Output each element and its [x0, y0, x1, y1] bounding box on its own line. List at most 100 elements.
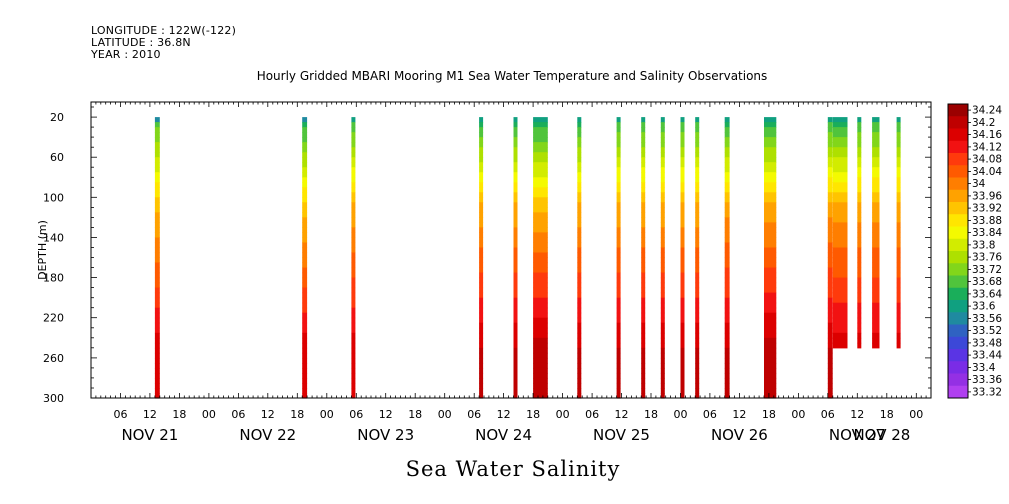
- profile-cell: [872, 232, 880, 238]
- profile-cell: [660, 277, 665, 284]
- profile-cell: [660, 362, 665, 369]
- profile-cell: [896, 327, 901, 334]
- profile-cell: [724, 237, 730, 244]
- profile-cell: [154, 367, 160, 374]
- profile-cell: [513, 167, 518, 173]
- profile-cell: [302, 307, 308, 314]
- profile-cell: [832, 307, 848, 314]
- profile-cell: [616, 117, 621, 123]
- profile-cell: [154, 372, 160, 379]
- profile-cell: [351, 157, 356, 163]
- x-hour-tick-label: 12: [732, 408, 746, 421]
- profile-cell: [479, 287, 484, 294]
- colorbar-label: 33.36: [972, 374, 1002, 386]
- profile-cell: [724, 317, 730, 324]
- profile-cell: [680, 182, 685, 188]
- profile-cell: [896, 312, 901, 319]
- profile-cell: [154, 297, 160, 304]
- profile-cell: [351, 122, 356, 128]
- profile-cell: [724, 322, 730, 329]
- profile-cell: [832, 157, 848, 163]
- profile-cell: [695, 292, 700, 299]
- profile-cell: [577, 257, 582, 264]
- profile-cell: [857, 217, 862, 223]
- profile-cell: [351, 337, 356, 344]
- profile-cell: [724, 302, 730, 309]
- profile-column: [680, 117, 685, 399]
- profile-cell: [302, 342, 308, 349]
- profile-cell: [872, 297, 880, 304]
- profile-cell: [616, 127, 621, 133]
- profile-cell: [827, 347, 833, 354]
- profile-cell: [351, 307, 356, 314]
- profile-cell: [695, 357, 700, 364]
- profile-cell: [533, 202, 548, 208]
- profile-cell: [513, 117, 518, 123]
- profile-cell: [680, 257, 685, 264]
- profile-cell: [479, 302, 484, 309]
- profile-cell: [577, 152, 582, 158]
- profile-cell: [695, 137, 700, 143]
- profile-cell: [577, 237, 582, 244]
- longitude-label: LONGITUDE : 122W(-122): [91, 24, 237, 37]
- profile-column: [695, 117, 700, 399]
- profile-cell: [154, 337, 160, 344]
- profile-cell: [302, 292, 308, 299]
- profile-cell: [695, 232, 700, 238]
- profile-cell: [872, 267, 880, 274]
- profile-cell: [764, 217, 777, 223]
- profile-cell: [857, 132, 862, 138]
- profile-cell: [351, 182, 356, 188]
- profile-cell: [154, 257, 160, 264]
- profile-cell: [351, 217, 356, 223]
- profile-cell: [616, 182, 621, 188]
- profile-cell: [351, 262, 356, 269]
- profile-cell: [827, 332, 833, 339]
- profile-cell: [695, 347, 700, 354]
- profile-cell: [872, 277, 880, 284]
- profile-cell: [351, 352, 356, 359]
- profile-cell: [533, 382, 548, 389]
- profile-cell: [351, 322, 356, 329]
- profile-cell: [302, 222, 308, 228]
- profile-cell: [695, 322, 700, 329]
- profile-cell: [764, 152, 777, 158]
- profile-cell: [533, 157, 548, 163]
- profile-cell: [660, 162, 665, 168]
- colorbar-label: 33.6: [972, 301, 996, 313]
- profile-cell: [533, 127, 548, 133]
- profile-cell: [724, 127, 730, 133]
- y-tick-label: 100: [43, 191, 64, 204]
- profile-cell: [724, 152, 730, 158]
- profile-cell: [660, 117, 665, 123]
- profile-cell: [513, 252, 518, 259]
- profile-cell: [827, 137, 833, 143]
- profile-cell: [513, 187, 518, 193]
- profile-cell: [616, 222, 621, 228]
- profile-cell: [302, 327, 308, 334]
- profile-cell: [660, 157, 665, 163]
- profile-cell: [827, 167, 833, 173]
- colorbar-frame: [947, 103, 969, 399]
- profile-cell: [641, 187, 646, 193]
- profile-cell: [641, 182, 646, 188]
- colorbar-swatch: [948, 238, 968, 252]
- profile-cell: [641, 393, 646, 399]
- profile-column: [832, 117, 848, 349]
- profile-cell: [616, 367, 621, 374]
- profile-cell: [641, 162, 646, 168]
- profile-cell: [872, 162, 880, 168]
- profile-cell: [872, 132, 880, 138]
- profile-cell: [616, 197, 621, 203]
- profile-cell: [896, 307, 901, 314]
- profile-cell: [695, 227, 700, 233]
- profile-cell: [680, 207, 685, 213]
- profile-cell: [351, 127, 356, 133]
- profile-column: [872, 117, 880, 349]
- profile-cell: [660, 127, 665, 133]
- plot-axes: 06 12 18 00 06 12 18 00 06 12 18 00 06 12 18 00 06 12 18 00…: [43, 101, 932, 444]
- profile-cell: [641, 292, 646, 299]
- profile-cell: [351, 237, 356, 244]
- profile-cell: [896, 237, 901, 244]
- colorbar-label: 33.92: [972, 203, 1002, 215]
